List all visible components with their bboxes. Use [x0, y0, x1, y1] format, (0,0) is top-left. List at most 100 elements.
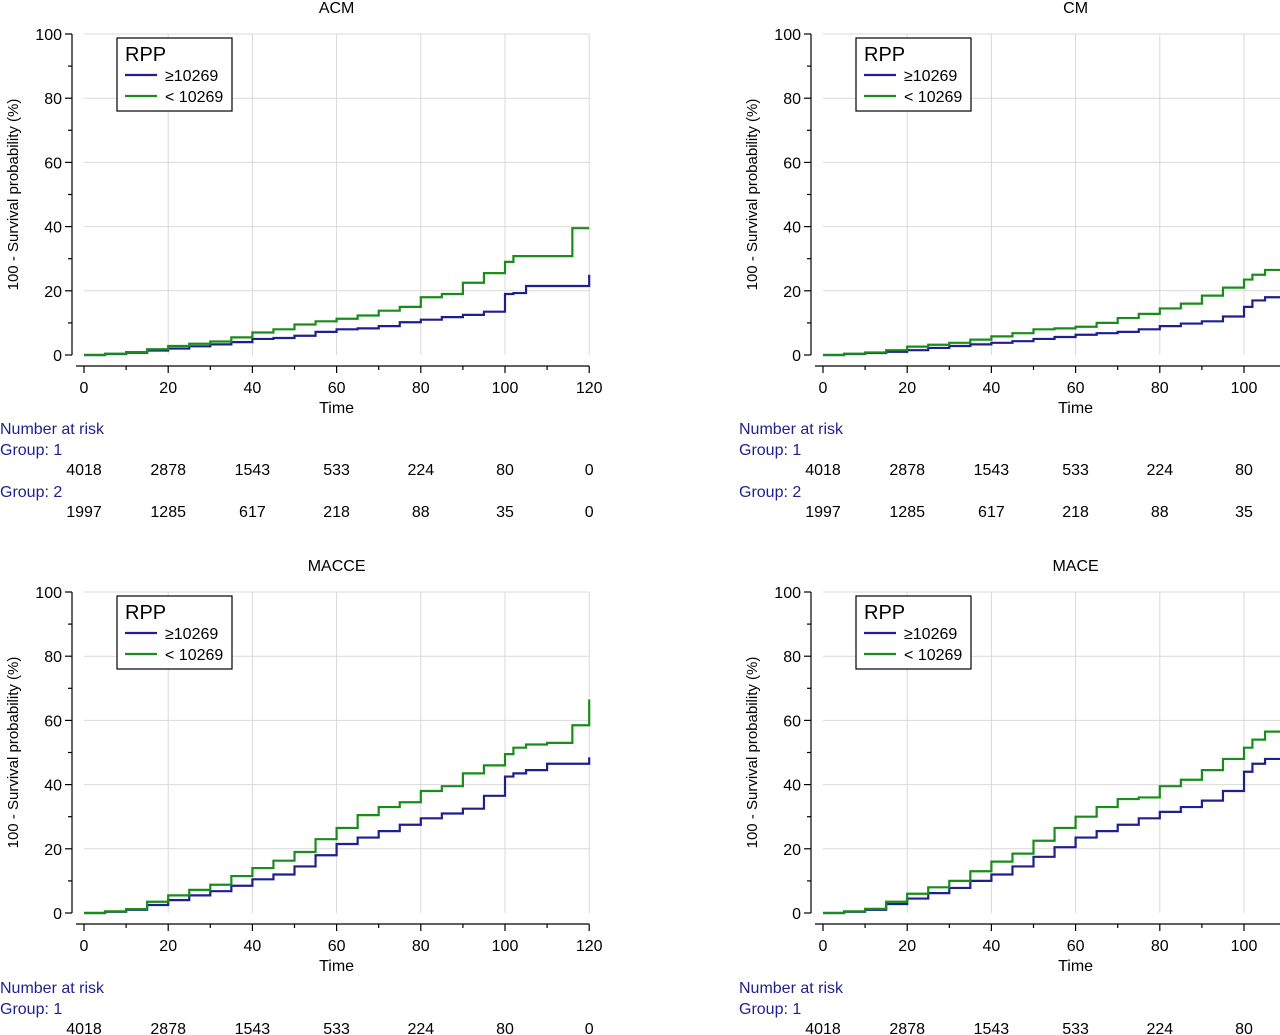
risk-group1-count: 4018 [805, 462, 841, 479]
risk-group2-count: 617 [978, 504, 1005, 521]
chart-title: ACM [319, 0, 355, 17]
risk-group1-count: 0 [585, 1021, 594, 1035]
risk-group1-count: 1543 [974, 1021, 1010, 1035]
y-axis-label: 100 - Survival probability (%) [744, 657, 761, 849]
y-tick-label: 80 [783, 649, 801, 666]
series-line-1 [823, 296, 1280, 357]
risk-group1-label: Group: 1 [739, 1001, 801, 1018]
y-tick-label: 20 [783, 284, 801, 301]
risk-table-heading: Number at risk [739, 421, 844, 438]
x-tick-label: 100 [1231, 938, 1258, 955]
legend-title: RPP [125, 602, 166, 624]
legend-label-2: < 10269 [904, 89, 962, 106]
x-tick-label: 60 [328, 938, 346, 955]
y-tick-label: 0 [792, 348, 801, 365]
series-line-1 [84, 757, 591, 915]
risk-group1-count: 80 [1235, 1021, 1253, 1035]
risk-group2-count: 1997 [66, 504, 102, 521]
y-tick-label: 100 [35, 585, 62, 602]
y-axis-label: 100 - Survival probability (%) [744, 99, 761, 291]
x-tick-label: 20 [159, 380, 177, 397]
x-axis-label: Time [1058, 400, 1093, 417]
x-tick-label: 120 [576, 938, 603, 955]
y-axis-label: 100 - Survival probability (%) [5, 99, 22, 291]
y-tick-label: 100 [35, 27, 62, 44]
risk-group1-count: 80 [1235, 462, 1253, 479]
chart-panel-mace: MACE 0 20 40 60 80 100 100 - Survival probabili… [739, 558, 1280, 1035]
x-tick-label: 80 [412, 380, 430, 397]
x-tick-label: 60 [328, 380, 346, 397]
x-tick-label: 100 [1231, 380, 1258, 397]
risk-group1-count: 224 [407, 1021, 434, 1035]
x-tick-label: 40 [983, 938, 1001, 955]
risk-group1-count: 4018 [66, 462, 102, 479]
risk-group1-count: 4018 [66, 1021, 102, 1035]
x-tick-label: 40 [244, 380, 262, 397]
risk-group1-count: 80 [496, 462, 514, 479]
x-tick-label: 120 [576, 380, 603, 397]
risk-table-heading: Number at risk [739, 980, 844, 997]
y-tick-label: 0 [53, 906, 62, 923]
risk-group1-label: Group: 1 [0, 1001, 62, 1018]
y-tick-label: 20 [44, 842, 62, 859]
risk-group1-count: 533 [323, 462, 350, 479]
chart-panel-acm: ACM 0 20 40 60 80 100 100 - Survival probabilit… [0, 0, 603, 521]
risk-group2-count: 1285 [889, 504, 925, 521]
risk-group1-count: 0 [585, 462, 594, 479]
risk-group1-count: 2878 [150, 1021, 186, 1035]
x-tick-label: 80 [1151, 380, 1169, 397]
x-tick-label: 40 [983, 380, 1001, 397]
y-tick-label: 100 [774, 27, 801, 44]
risk-group1-count: 2878 [150, 462, 186, 479]
x-tick-label: 100 [492, 938, 519, 955]
risk-group2-count: 218 [323, 504, 350, 521]
legend-label-2: < 10269 [904, 647, 962, 664]
risk-group2-count: 0 [585, 504, 594, 521]
risk-group1-count: 533 [1062, 462, 1089, 479]
risk-group1-count: 1543 [974, 462, 1010, 479]
legend-label-1: ≥10269 [165, 626, 218, 643]
x-axis-label: Time [319, 400, 354, 417]
risk-group2-count: 88 [412, 504, 430, 521]
y-tick-label: 60 [44, 155, 62, 172]
risk-group2-count: 218 [1062, 504, 1089, 521]
y-tick-label: 60 [44, 713, 62, 730]
x-tick-label: 40 [244, 938, 262, 955]
series-line-2 [823, 268, 1280, 357]
legend-title: RPP [864, 44, 905, 66]
risk-group1-count: 2878 [889, 1021, 925, 1035]
y-tick-label: 20 [783, 842, 801, 859]
y-tick-label: 0 [792, 906, 801, 923]
x-tick-label: 80 [1151, 938, 1169, 955]
y-tick-label: 100 [774, 585, 801, 602]
x-tick-label: 80 [412, 938, 430, 955]
risk-group1-label: Group: 1 [0, 442, 62, 459]
chart-panel-cm: CM 0 20 40 60 80 100 100 - Survival probability… [739, 0, 1280, 521]
x-tick-label: 20 [898, 938, 916, 955]
risk-group2-count: 35 [1235, 504, 1253, 521]
risk-group1-count: 224 [407, 462, 434, 479]
risk-group1-count: 80 [496, 1021, 514, 1035]
x-tick-label: 20 [898, 380, 916, 397]
x-tick-label: 0 [819, 380, 828, 397]
x-tick-label: 0 [80, 380, 89, 397]
legend-label-2: < 10269 [165, 89, 223, 106]
chart-panel-macce: MACCE 0 20 40 60 80 100 100 - Survival probabil… [0, 558, 603, 1035]
risk-group1-count: 224 [1146, 1021, 1173, 1035]
legend-title: RPP [125, 44, 166, 66]
y-tick-label: 40 [44, 220, 62, 237]
y-tick-label: 80 [44, 91, 62, 108]
chart-title: MACE [1052, 558, 1098, 575]
series-line-2 [823, 730, 1280, 915]
legend-label-1: ≥10269 [165, 68, 218, 85]
risk-table-heading: Number at risk [0, 421, 105, 438]
risk-group2-count: 35 [496, 504, 514, 521]
x-axis-label: Time [319, 958, 354, 975]
y-tick-label: 20 [44, 284, 62, 301]
series-line-2 [84, 699, 591, 915]
legend-label-2: < 10269 [165, 647, 223, 664]
x-tick-label: 100 [492, 380, 519, 397]
y-tick-label: 40 [44, 778, 62, 795]
legend-label-1: ≥10269 [904, 626, 957, 643]
risk-group2-count: 1285 [150, 504, 186, 521]
